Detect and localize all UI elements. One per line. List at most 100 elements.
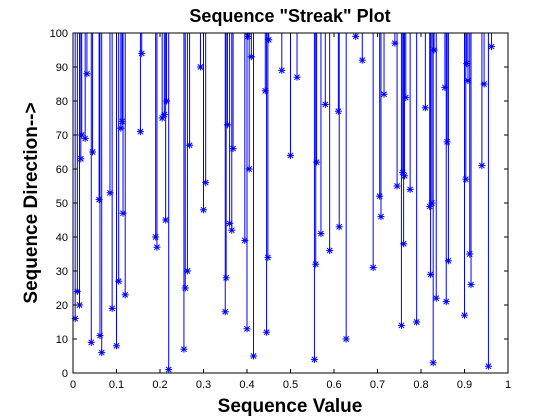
markers-layer bbox=[71, 32, 495, 374]
data-point-marker bbox=[89, 148, 97, 156]
data-point-marker bbox=[76, 301, 84, 309]
data-point-marker bbox=[180, 345, 188, 353]
data-point-marker bbox=[443, 138, 451, 146]
data-point-marker bbox=[464, 77, 472, 85]
data-point-marker bbox=[181, 284, 189, 292]
data-point-marker bbox=[186, 141, 194, 149]
x-tick-label: 0.6 bbox=[326, 379, 341, 391]
data-point-marker bbox=[342, 335, 350, 343]
data-point-marker bbox=[241, 236, 249, 244]
x-tick-label: 0 bbox=[70, 379, 76, 391]
data-point-marker bbox=[406, 185, 414, 193]
x-tick-label: 0.9 bbox=[457, 379, 472, 391]
data-point-marker bbox=[117, 124, 125, 132]
data-point-marker bbox=[376, 192, 384, 200]
data-point-marker bbox=[293, 73, 301, 81]
data-point-marker bbox=[478, 162, 486, 170]
data-point-marker bbox=[352, 32, 360, 40]
data-point-marker bbox=[461, 311, 468, 319]
data-point-marker bbox=[163, 97, 171, 105]
data-point-marker bbox=[152, 233, 160, 241]
data-point-marker bbox=[313, 158, 321, 166]
data-point-marker bbox=[480, 80, 488, 88]
data-point-marker bbox=[466, 250, 474, 258]
data-point-marker bbox=[162, 216, 170, 224]
data-point-marker bbox=[278, 66, 286, 74]
data-point-marker bbox=[462, 175, 470, 183]
data-point-marker bbox=[98, 349, 106, 357]
data-point-marker bbox=[421, 104, 429, 112]
x-tick-label: 0.7 bbox=[370, 379, 385, 391]
data-point-marker bbox=[380, 90, 388, 98]
data-point-marker bbox=[121, 291, 129, 299]
data-point-marker bbox=[263, 328, 271, 336]
data-point-marker bbox=[413, 318, 421, 326]
x-tick-label: 0.3 bbox=[196, 379, 211, 391]
x-tick-label: 0.1 bbox=[109, 379, 124, 391]
data-point-marker bbox=[87, 338, 95, 346]
data-point-marker bbox=[136, 128, 144, 136]
data-point-marker bbox=[153, 243, 161, 251]
data-point-marker bbox=[243, 325, 251, 333]
x-tick-label: 0.4 bbox=[239, 379, 254, 391]
data-point-marker bbox=[264, 253, 272, 261]
data-point-marker bbox=[400, 172, 408, 180]
y-tick-label: 30 bbox=[56, 266, 68, 278]
y-tick-label: 70 bbox=[56, 130, 68, 142]
data-point-marker bbox=[312, 260, 320, 268]
stems-layer bbox=[74, 33, 492, 370]
data-point-marker bbox=[391, 39, 399, 47]
chart-title: Sequence "Streak" Plot bbox=[189, 6, 390, 26]
data-point-marker bbox=[442, 298, 450, 306]
data-point-marker bbox=[183, 267, 191, 275]
y-tick-label: 100 bbox=[50, 28, 68, 40]
data-point-marker bbox=[160, 111, 168, 119]
data-point-marker bbox=[261, 87, 269, 95]
data-point-marker bbox=[467, 281, 475, 289]
data-point-marker bbox=[138, 49, 146, 57]
data-point-marker bbox=[326, 247, 334, 255]
data-point-marker bbox=[430, 46, 438, 54]
x-tick-label: 0.2 bbox=[152, 379, 167, 391]
data-point-marker bbox=[73, 287, 81, 295]
data-point-marker bbox=[444, 257, 452, 265]
data-point-marker bbox=[397, 321, 405, 329]
data-point-marker bbox=[245, 165, 253, 173]
data-point-marker bbox=[247, 53, 255, 61]
x-tick-label: 0.8 bbox=[413, 379, 428, 391]
data-point-marker bbox=[377, 213, 385, 221]
data-point-marker bbox=[228, 226, 236, 234]
data-point-marker bbox=[165, 366, 173, 374]
data-point-marker bbox=[335, 223, 343, 231]
data-point-marker bbox=[402, 94, 410, 102]
data-point-marker bbox=[334, 107, 342, 115]
data-point-marker bbox=[119, 209, 127, 217]
data-point-marker bbox=[83, 70, 91, 78]
ticks-layer: 0 0.1 0.2 0.3 0.4 0.5 0.6 0.7 0.8 0.9 101020304050… bbox=[50, 28, 511, 391]
data-point-marker bbox=[115, 277, 123, 285]
data-point-marker bbox=[400, 240, 408, 248]
data-point-marker bbox=[222, 274, 230, 282]
data-point-marker bbox=[369, 264, 377, 272]
data-point-marker bbox=[265, 36, 273, 44]
data-point-marker bbox=[77, 155, 85, 163]
x-tick-label: 1 bbox=[505, 379, 511, 391]
y-tick-label: 0 bbox=[62, 368, 68, 380]
y-tick-label: 80 bbox=[56, 96, 68, 108]
data-point-marker bbox=[487, 43, 495, 51]
data-point-marker bbox=[221, 308, 229, 316]
x-axis-label: Sequence Value bbox=[218, 396, 363, 417]
data-point-marker bbox=[202, 179, 210, 187]
data-point-marker bbox=[427, 270, 435, 278]
data-point-marker bbox=[321, 100, 329, 108]
data-point-marker bbox=[310, 355, 318, 363]
data-point-marker bbox=[463, 60, 471, 68]
data-point-marker bbox=[317, 230, 325, 238]
data-point-marker bbox=[226, 219, 234, 227]
y-tick-label: 40 bbox=[56, 232, 68, 244]
y-tick-label: 60 bbox=[56, 164, 68, 176]
data-point-marker bbox=[118, 117, 126, 125]
data-point-marker bbox=[287, 151, 294, 159]
data-point-marker bbox=[196, 63, 204, 71]
